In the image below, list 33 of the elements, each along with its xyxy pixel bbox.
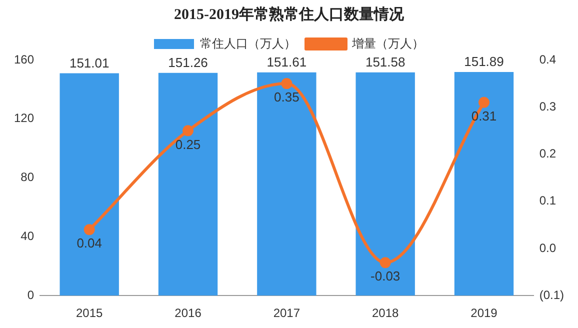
y-tick-label: 160 — [14, 52, 34, 66]
y2-tick-label: 0.1 — [539, 194, 556, 208]
data-label: 151.61 — [266, 54, 307, 70]
point — [281, 78, 292, 90]
x-tick-label: 2018 — [372, 306, 400, 320]
data-label: 0.25 — [175, 136, 201, 152]
data-label: 151.58 — [365, 54, 406, 70]
data-label: 0.35 — [274, 90, 300, 105]
point — [182, 125, 194, 136]
y2-tick-label: 0.3 — [539, 99, 556, 114]
legend-label: 常住人口（万人） — [200, 36, 296, 50]
legend-label: 增量（万人） — [351, 36, 424, 50]
x-tick-label: 2017 — [273, 306, 300, 320]
y2-tick-label: 0.2 — [539, 146, 556, 161]
x-tick-label: 2019 — [470, 306, 498, 320]
chart-title: 2015-2019年常熟常住人口数量情况 — [174, 6, 405, 23]
y-tick-label: 0 — [27, 288, 34, 302]
data-label: -0.03 — [370, 268, 400, 284]
y-tick-label: 80 — [20, 170, 34, 184]
point — [478, 96, 490, 108]
x-tick-label: 2015 — [76, 306, 104, 320]
data-label: 151.89 — [464, 54, 504, 70]
data-label: 151.26 — [168, 54, 208, 70]
point — [380, 257, 391, 268]
y2-tick-label: 0.4 — [539, 52, 556, 66]
y-tick-label: 120 — [14, 111, 34, 126]
y-tick-label: 40 — [20, 229, 34, 244]
data-label: 151.01 — [69, 55, 110, 70]
y2-tick-label: (0.1) — [539, 288, 564, 302]
data-label: 0.04 — [76, 236, 102, 251]
x-tick-label: 2016 — [174, 306, 202, 320]
point — [84, 224, 95, 236]
y2-tick-label: 0.0 — [539, 240, 556, 255]
